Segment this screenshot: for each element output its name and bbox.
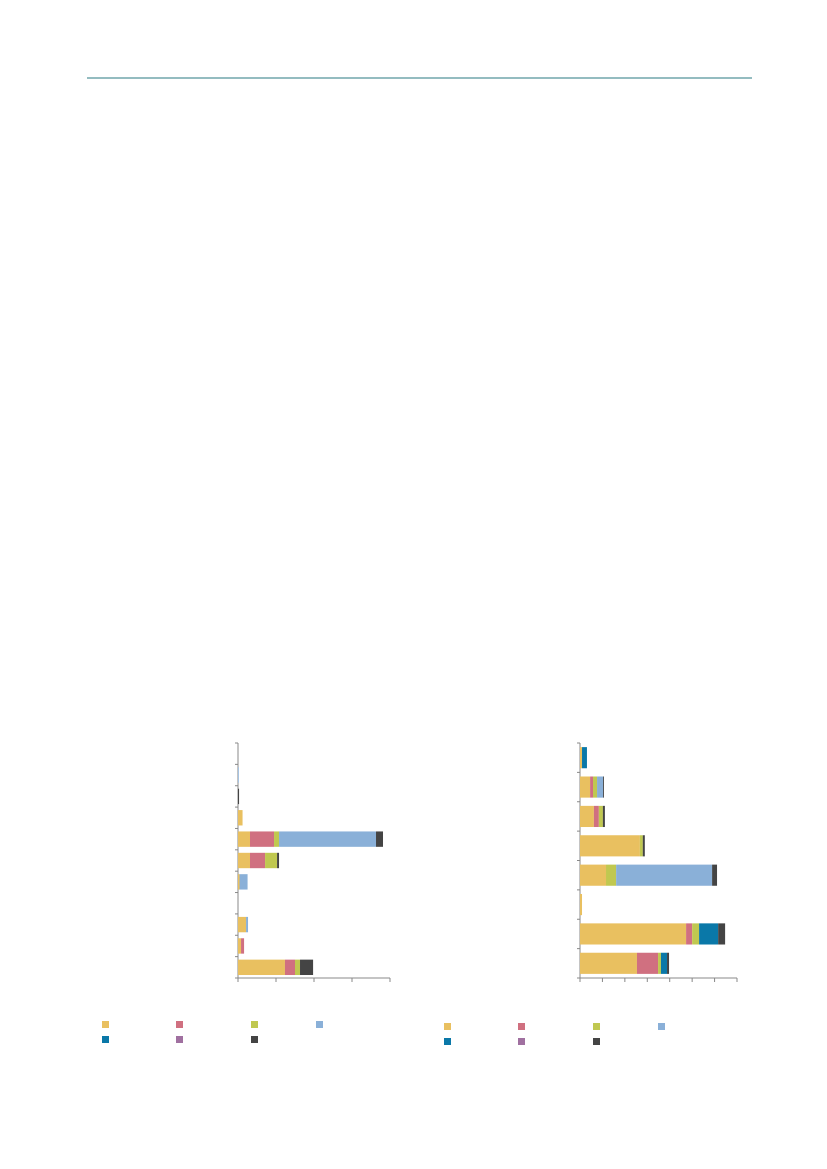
bar-segment xyxy=(277,852,280,869)
bar-segment xyxy=(597,776,604,798)
legend-swatch xyxy=(444,1038,451,1045)
bar-segment xyxy=(667,952,670,974)
bar-segment xyxy=(580,776,591,798)
bar-segment xyxy=(692,923,700,945)
legend-swatch xyxy=(518,1023,525,1030)
bar-segment xyxy=(238,810,243,826)
bar-segment xyxy=(246,916,249,933)
bar-segment xyxy=(238,938,242,954)
bar-segment xyxy=(238,767,239,783)
bar-segment xyxy=(718,923,726,945)
bar-segment xyxy=(279,831,377,847)
legend-swatch xyxy=(251,1036,258,1043)
bar-segment xyxy=(593,776,598,798)
bar-segment xyxy=(582,747,587,769)
bar-segment xyxy=(265,852,278,869)
bar-segment xyxy=(712,864,718,886)
bar-segment xyxy=(603,776,604,798)
bar-segment xyxy=(580,747,583,769)
legend-swatch xyxy=(593,1038,600,1045)
bar-segment xyxy=(250,852,266,869)
bar-segment xyxy=(593,805,599,828)
bar-segment xyxy=(238,959,285,976)
bar-segment xyxy=(250,831,275,847)
bar-segment xyxy=(616,864,713,886)
bar-segment xyxy=(639,835,643,857)
bar-segment xyxy=(642,835,645,857)
legend-swatch xyxy=(444,1023,451,1030)
bar-segment xyxy=(580,893,583,916)
bar-segment xyxy=(699,923,719,945)
legend-swatch xyxy=(658,1023,665,1030)
bar-segment xyxy=(241,938,245,954)
bar-segment xyxy=(274,831,280,847)
bar-segment xyxy=(602,805,605,828)
legend-swatch xyxy=(102,1036,109,1043)
legend-swatch xyxy=(316,1021,323,1028)
bar-segment xyxy=(580,805,594,828)
bar-segment xyxy=(590,776,594,798)
bar-segment xyxy=(238,852,251,869)
legend-swatch xyxy=(593,1023,600,1030)
bar-segment xyxy=(238,788,240,805)
bar-segment xyxy=(580,864,607,886)
legend-swatch xyxy=(176,1036,183,1043)
bar-segment xyxy=(295,959,301,976)
bar-segment xyxy=(300,959,314,976)
legend-swatch xyxy=(251,1021,258,1028)
bar-segment xyxy=(238,916,247,933)
bar-segment xyxy=(238,874,240,890)
legend-swatch xyxy=(176,1021,183,1028)
bar-segment xyxy=(376,831,384,847)
bar-segment xyxy=(239,874,248,890)
bar-segment xyxy=(686,923,693,945)
bar-segment xyxy=(658,952,661,974)
bar-segment xyxy=(598,805,603,828)
bar-segment xyxy=(238,831,251,847)
bar-segment xyxy=(580,835,640,857)
bar-segment xyxy=(660,952,668,974)
bar-segment xyxy=(636,952,659,974)
bar-segment xyxy=(284,959,295,976)
legend-swatch xyxy=(518,1038,525,1045)
bar-segment xyxy=(580,923,687,945)
bar-segment xyxy=(580,952,637,974)
legend-swatch xyxy=(102,1021,109,1028)
bar-segment xyxy=(606,864,617,886)
